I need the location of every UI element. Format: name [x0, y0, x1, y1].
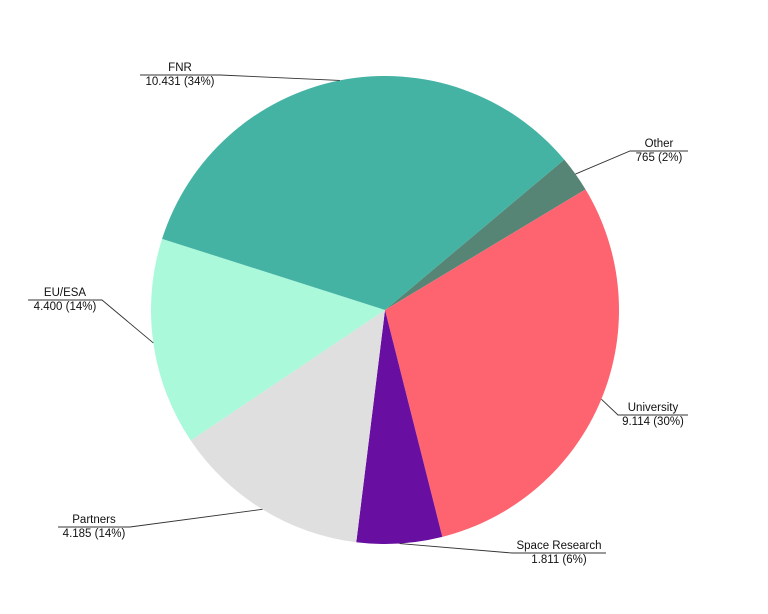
leader-line: [58, 508, 263, 528]
value-label: 4.185 (14%): [63, 528, 126, 540]
leader-line: [575, 150, 688, 175]
value-label: 9.114 (30%): [622, 416, 684, 428]
value-label: 10.431 (34%): [145, 76, 214, 88]
pie-slice: [162, 76, 565, 310]
leader-line: [399, 543, 606, 554]
pie-slice: [190, 310, 385, 543]
value-label: 4.400 (14%): [34, 301, 97, 313]
pie-slice: [385, 189, 619, 537]
leader-line: [28, 299, 154, 344]
slice-label: University: [628, 402, 679, 414]
leader-line: [601, 398, 688, 416]
pie-slice: [385, 159, 586, 310]
value-label: 765 (2%): [636, 152, 683, 164]
slice-label: EU/ESA: [44, 287, 87, 299]
pie-slice: [356, 310, 443, 545]
pie-slice: [150, 238, 385, 441]
slice-label: Other: [645, 138, 674, 150]
slice-label: FNR: [168, 62, 192, 74]
leader-line: [140, 74, 340, 81]
slice-label: Space Research: [516, 540, 601, 552]
value-label: 1.811 (6%): [531, 554, 587, 566]
slice-label: Partners: [72, 514, 116, 526]
